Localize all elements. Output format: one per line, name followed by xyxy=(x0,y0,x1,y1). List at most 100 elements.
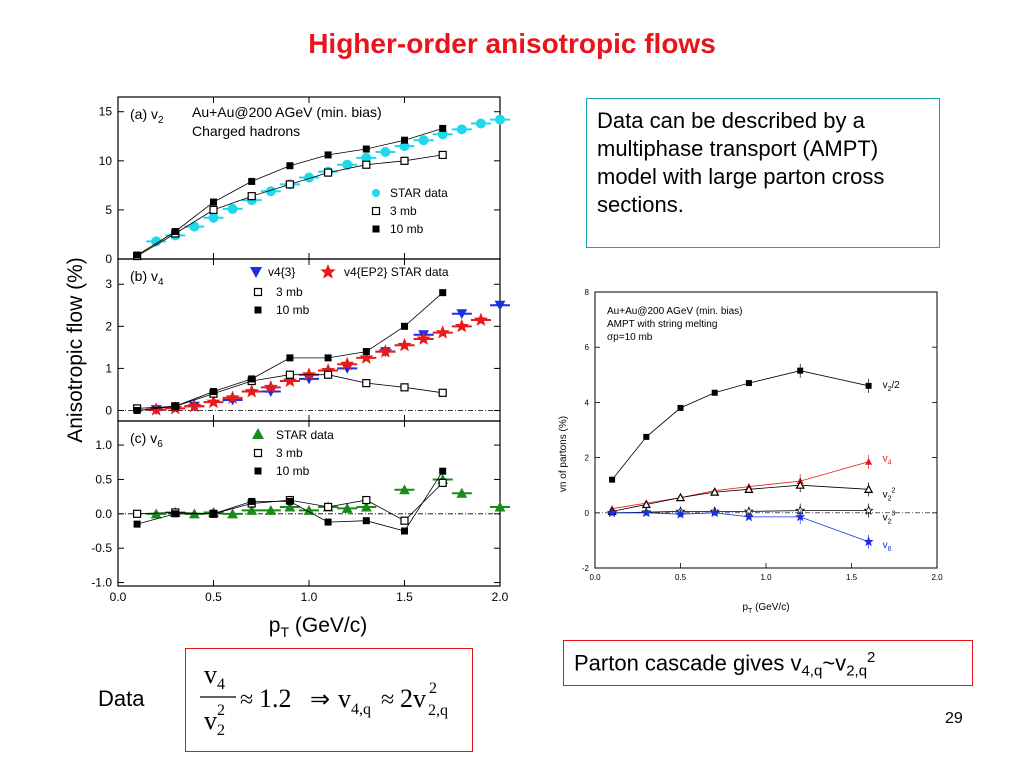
data-point xyxy=(380,146,391,157)
legend-marker xyxy=(320,263,336,279)
legend-label: 10 mb xyxy=(276,464,310,478)
data-point xyxy=(286,354,294,362)
data-point xyxy=(360,501,372,512)
data-point xyxy=(151,236,162,247)
data-point xyxy=(227,508,238,519)
data-point xyxy=(495,114,505,125)
data-point xyxy=(285,370,294,379)
formula-rhs: 2v xyxy=(400,684,426,713)
x-tick-label: 2.0 xyxy=(931,573,943,582)
data-point xyxy=(189,221,200,232)
series-label: v23 xyxy=(883,511,896,526)
legend-marker xyxy=(253,287,263,297)
data-point xyxy=(227,203,238,214)
legend-label: v4{EP2} STAR data xyxy=(344,265,449,279)
data-point xyxy=(187,398,202,413)
data-point xyxy=(265,504,277,515)
data-point xyxy=(400,516,409,525)
legend-label: 3 mb xyxy=(390,204,417,218)
data-point xyxy=(246,504,258,515)
legend-label: 10 mb xyxy=(390,222,424,236)
y-tick-label: -1.0 xyxy=(91,576,112,590)
y-tick-label: 3 xyxy=(105,277,112,291)
formula-approx1: ≈ xyxy=(240,687,253,713)
x-tick-label: 1.5 xyxy=(846,573,858,582)
legend-label: v4{3} xyxy=(268,265,295,279)
data-point xyxy=(248,177,256,185)
y-tick-label: 0 xyxy=(585,509,590,518)
description-box: Data can be described by a multiphase tr… xyxy=(586,98,940,248)
data-point xyxy=(209,205,218,215)
legend-marker xyxy=(253,448,263,458)
cascade-box: Parton cascade gives v4,q~v2,q2 xyxy=(563,640,973,686)
x-tick-label: 1.0 xyxy=(760,573,772,582)
data-label: Data xyxy=(98,686,145,711)
y-tick-label: 6 xyxy=(585,343,590,352)
data-point xyxy=(743,511,754,522)
data-point xyxy=(710,487,720,496)
cascade-sub2: 2,q xyxy=(846,662,868,680)
legend-marker xyxy=(250,267,262,278)
series-line xyxy=(611,370,869,480)
data-point xyxy=(210,198,217,206)
formula-rhs-sub: 2,q xyxy=(428,702,448,719)
left-x-axis-label: pT (GeV/c) xyxy=(269,614,367,640)
panel-annotation: Au+Au@200 AGeV (min. bias) xyxy=(607,306,743,317)
data-point xyxy=(263,379,278,394)
data-point xyxy=(454,318,469,333)
series-label: v22 xyxy=(883,487,896,502)
y-tick-label: 10 xyxy=(99,154,113,168)
y-tick-label: 5 xyxy=(105,203,112,217)
y-tick-label: 8 xyxy=(585,288,590,297)
y-tick-label: 1 xyxy=(105,361,112,375)
data-point xyxy=(643,433,650,440)
y-tick-label: 15 xyxy=(99,105,113,119)
data-point xyxy=(286,162,294,170)
slide-title: Higher-order anisotropic flows xyxy=(308,28,716,59)
data-point xyxy=(744,484,754,493)
legend-marker xyxy=(372,225,380,233)
legend-marker xyxy=(254,467,262,475)
data-point xyxy=(494,300,506,311)
data-point xyxy=(677,404,684,411)
series-line xyxy=(612,461,869,510)
data-point xyxy=(438,478,447,487)
legend-marker xyxy=(254,306,262,314)
data-point xyxy=(435,325,450,339)
data-point xyxy=(285,180,294,189)
y-tick-label: 0 xyxy=(105,403,112,417)
data-point xyxy=(438,150,447,160)
right-figure: -2 0 2 4 6 8 0.0 0.5 1.0 1.5 2.0 Au+Au@200 AGeV (mi… xyxy=(558,288,943,615)
data-point xyxy=(303,504,315,515)
data-point xyxy=(341,502,353,513)
formula-den-sub: 2 xyxy=(217,722,225,739)
data-point xyxy=(401,136,408,144)
x-tick-label: 0.5 xyxy=(675,573,687,582)
formula-num-sub: 4 xyxy=(217,676,225,693)
data-point xyxy=(709,507,720,518)
formula-implies: ⇒ xyxy=(310,687,330,713)
x-tick-label: 0.0 xyxy=(589,573,601,582)
panel-annotation: σp=10 mb xyxy=(607,332,653,343)
legend-marker xyxy=(371,206,381,216)
data-point xyxy=(399,484,410,495)
cascade-mid: ~v xyxy=(822,650,847,676)
data-point xyxy=(359,350,374,364)
data-point xyxy=(401,527,408,535)
formula-approx2: ≈ xyxy=(381,687,394,713)
data-point xyxy=(361,152,372,163)
data-point xyxy=(210,388,217,396)
data-point xyxy=(745,380,752,387)
data-point xyxy=(248,375,256,383)
data-point xyxy=(133,406,141,414)
formula-lhs-sub: 4,q xyxy=(351,701,371,718)
data-point xyxy=(418,135,429,146)
data-point xyxy=(378,344,393,358)
panel-annotation: AMPT with string melting xyxy=(607,319,717,330)
data-point xyxy=(265,186,276,197)
series-label: v2/2 xyxy=(883,380,901,393)
data-point xyxy=(324,354,332,362)
x-tick-label: 1.0 xyxy=(301,590,318,604)
data-point xyxy=(206,394,221,409)
data-point xyxy=(286,497,294,505)
